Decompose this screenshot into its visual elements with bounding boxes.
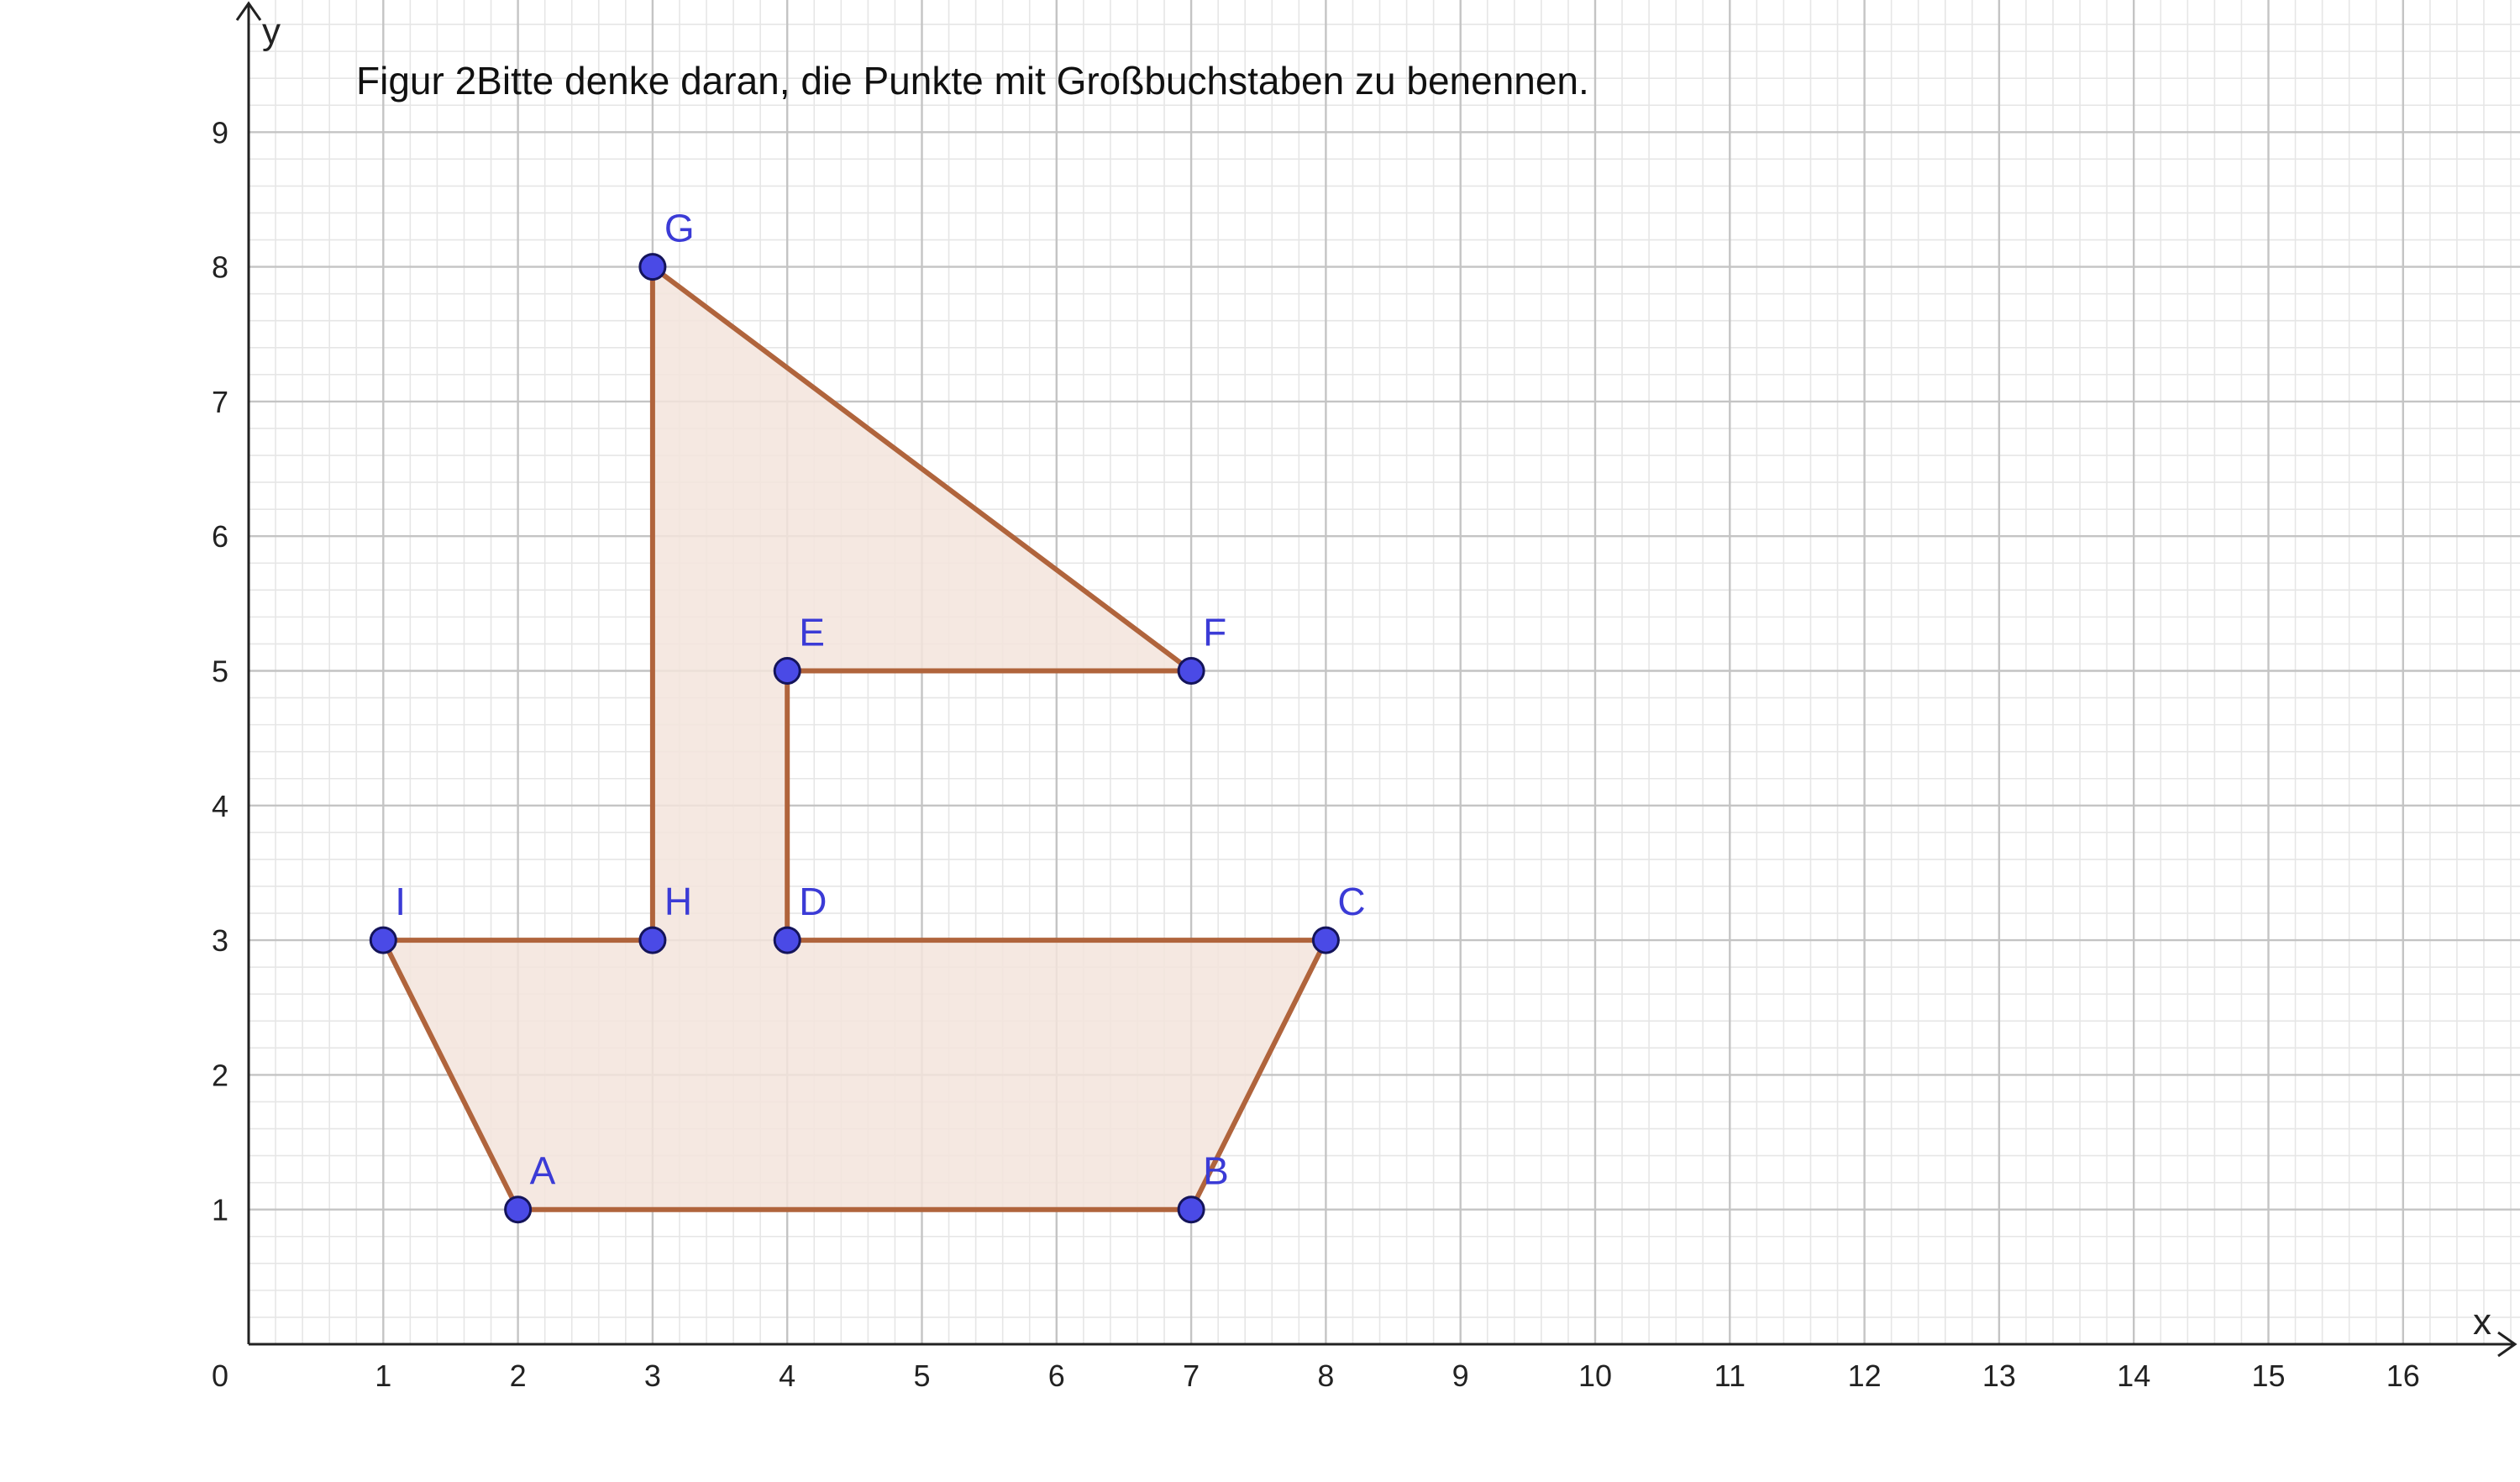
major-grid xyxy=(249,0,2520,1344)
polygon-figure xyxy=(381,264,1329,1212)
point-label-a: A xyxy=(530,1149,556,1193)
y-tick-label: 7 xyxy=(212,385,228,419)
point-label-i: I xyxy=(395,880,406,923)
point-label-h: H xyxy=(664,880,692,923)
y-tick-label: 8 xyxy=(212,250,228,285)
point-f xyxy=(1177,657,1205,685)
origin-label: 0 xyxy=(212,1358,228,1393)
point-c xyxy=(1311,926,1340,954)
y-tick-label: 4 xyxy=(212,789,228,823)
point-h xyxy=(638,926,667,954)
x-tick-label: 16 xyxy=(2386,1358,2420,1393)
x-tick-label: 13 xyxy=(1982,1358,2016,1393)
point-label-b: B xyxy=(1203,1149,1229,1193)
x-axis-label: x xyxy=(2473,1301,2491,1343)
x-tick-label: 9 xyxy=(1452,1358,1469,1393)
point-e xyxy=(773,657,801,685)
x-tick-label: 2 xyxy=(510,1358,527,1393)
x-tick-label: 14 xyxy=(2117,1358,2150,1393)
x-tick-label: 1 xyxy=(375,1358,391,1393)
figure-polygon xyxy=(381,264,1329,1212)
y-axis-arrow-icon xyxy=(235,1,262,21)
axes: xy xyxy=(235,1,2517,1358)
y-tick-label: 5 xyxy=(212,654,228,689)
point-label-c: C xyxy=(1337,880,1365,923)
y-tick-label: 2 xyxy=(212,1058,228,1092)
points: A B C D E F G H I xyxy=(369,207,1366,1224)
x-tick-label: 4 xyxy=(779,1358,795,1393)
x-tick-label: 10 xyxy=(1578,1358,1612,1393)
x-tick-label: 8 xyxy=(1317,1358,1334,1393)
figure-title: Figur 2Bitte denke daran, die Punkte mit… xyxy=(356,59,1589,102)
point-b xyxy=(1177,1196,1205,1224)
y-tick-label: 9 xyxy=(212,115,228,150)
x-tick-label: 15 xyxy=(2251,1358,2285,1393)
x-tick-label: 12 xyxy=(1848,1358,1882,1393)
point-label-d: D xyxy=(799,880,827,923)
point-a xyxy=(504,1196,533,1224)
y-tick-label: 6 xyxy=(212,519,228,554)
y-tick-label: 1 xyxy=(212,1193,228,1227)
point-label-g: G xyxy=(664,207,695,250)
point-label-e: E xyxy=(799,611,825,654)
y-axis-label: y xyxy=(262,11,281,52)
point-d xyxy=(773,926,801,954)
point-i xyxy=(369,926,397,954)
x-axis-arrow-icon xyxy=(2497,1331,2517,1358)
x-tick-label: 11 xyxy=(1714,1358,1746,1393)
y-tick-label: 3 xyxy=(212,923,228,958)
x-tick-label: 5 xyxy=(913,1358,930,1393)
x-tick-label: 7 xyxy=(1183,1358,1200,1393)
point-label-f: F xyxy=(1203,611,1226,654)
x-tick-label: 6 xyxy=(1048,1358,1065,1393)
x-tick-label: 3 xyxy=(644,1358,661,1393)
point-g xyxy=(638,253,667,281)
